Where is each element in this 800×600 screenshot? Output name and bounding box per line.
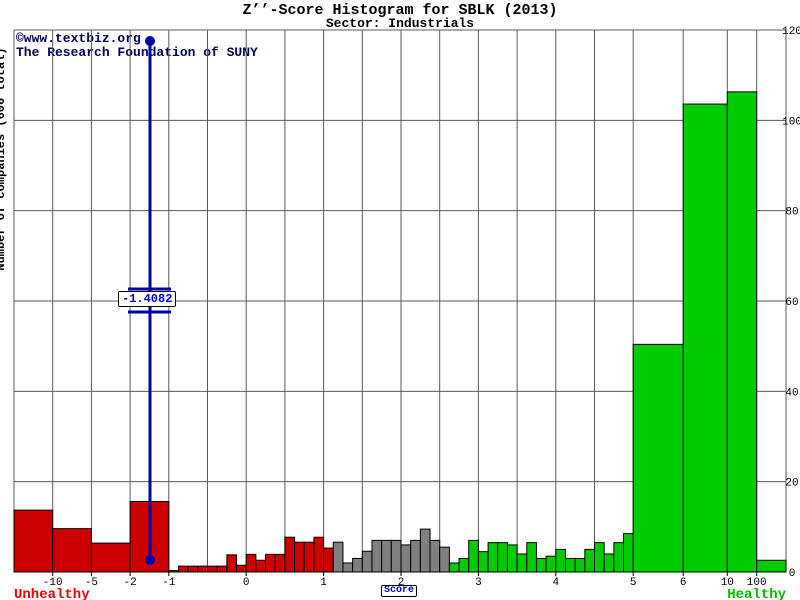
svg-text:0: 0 xyxy=(243,577,250,589)
svg-text:120: 120 xyxy=(782,26,800,38)
svg-text:100: 100 xyxy=(782,116,800,128)
svg-text:4: 4 xyxy=(552,577,559,589)
svg-text:6: 6 xyxy=(680,577,687,589)
svg-text:10: 10 xyxy=(721,577,734,589)
svg-text:3: 3 xyxy=(475,577,482,589)
svg-text:60: 60 xyxy=(785,297,798,309)
svg-text:-1: -1 xyxy=(162,577,176,589)
svg-text:0: 0 xyxy=(789,568,796,580)
svg-text:40: 40 xyxy=(785,387,798,399)
svg-text:-2: -2 xyxy=(123,577,136,589)
svg-text:100: 100 xyxy=(747,577,767,589)
svg-text:-5: -5 xyxy=(85,577,98,589)
svg-text:1: 1 xyxy=(320,577,327,589)
svg-text:5: 5 xyxy=(630,577,637,589)
svg-text:80: 80 xyxy=(785,207,798,219)
svg-text:20: 20 xyxy=(785,478,798,490)
svg-text:-10: -10 xyxy=(43,577,63,589)
